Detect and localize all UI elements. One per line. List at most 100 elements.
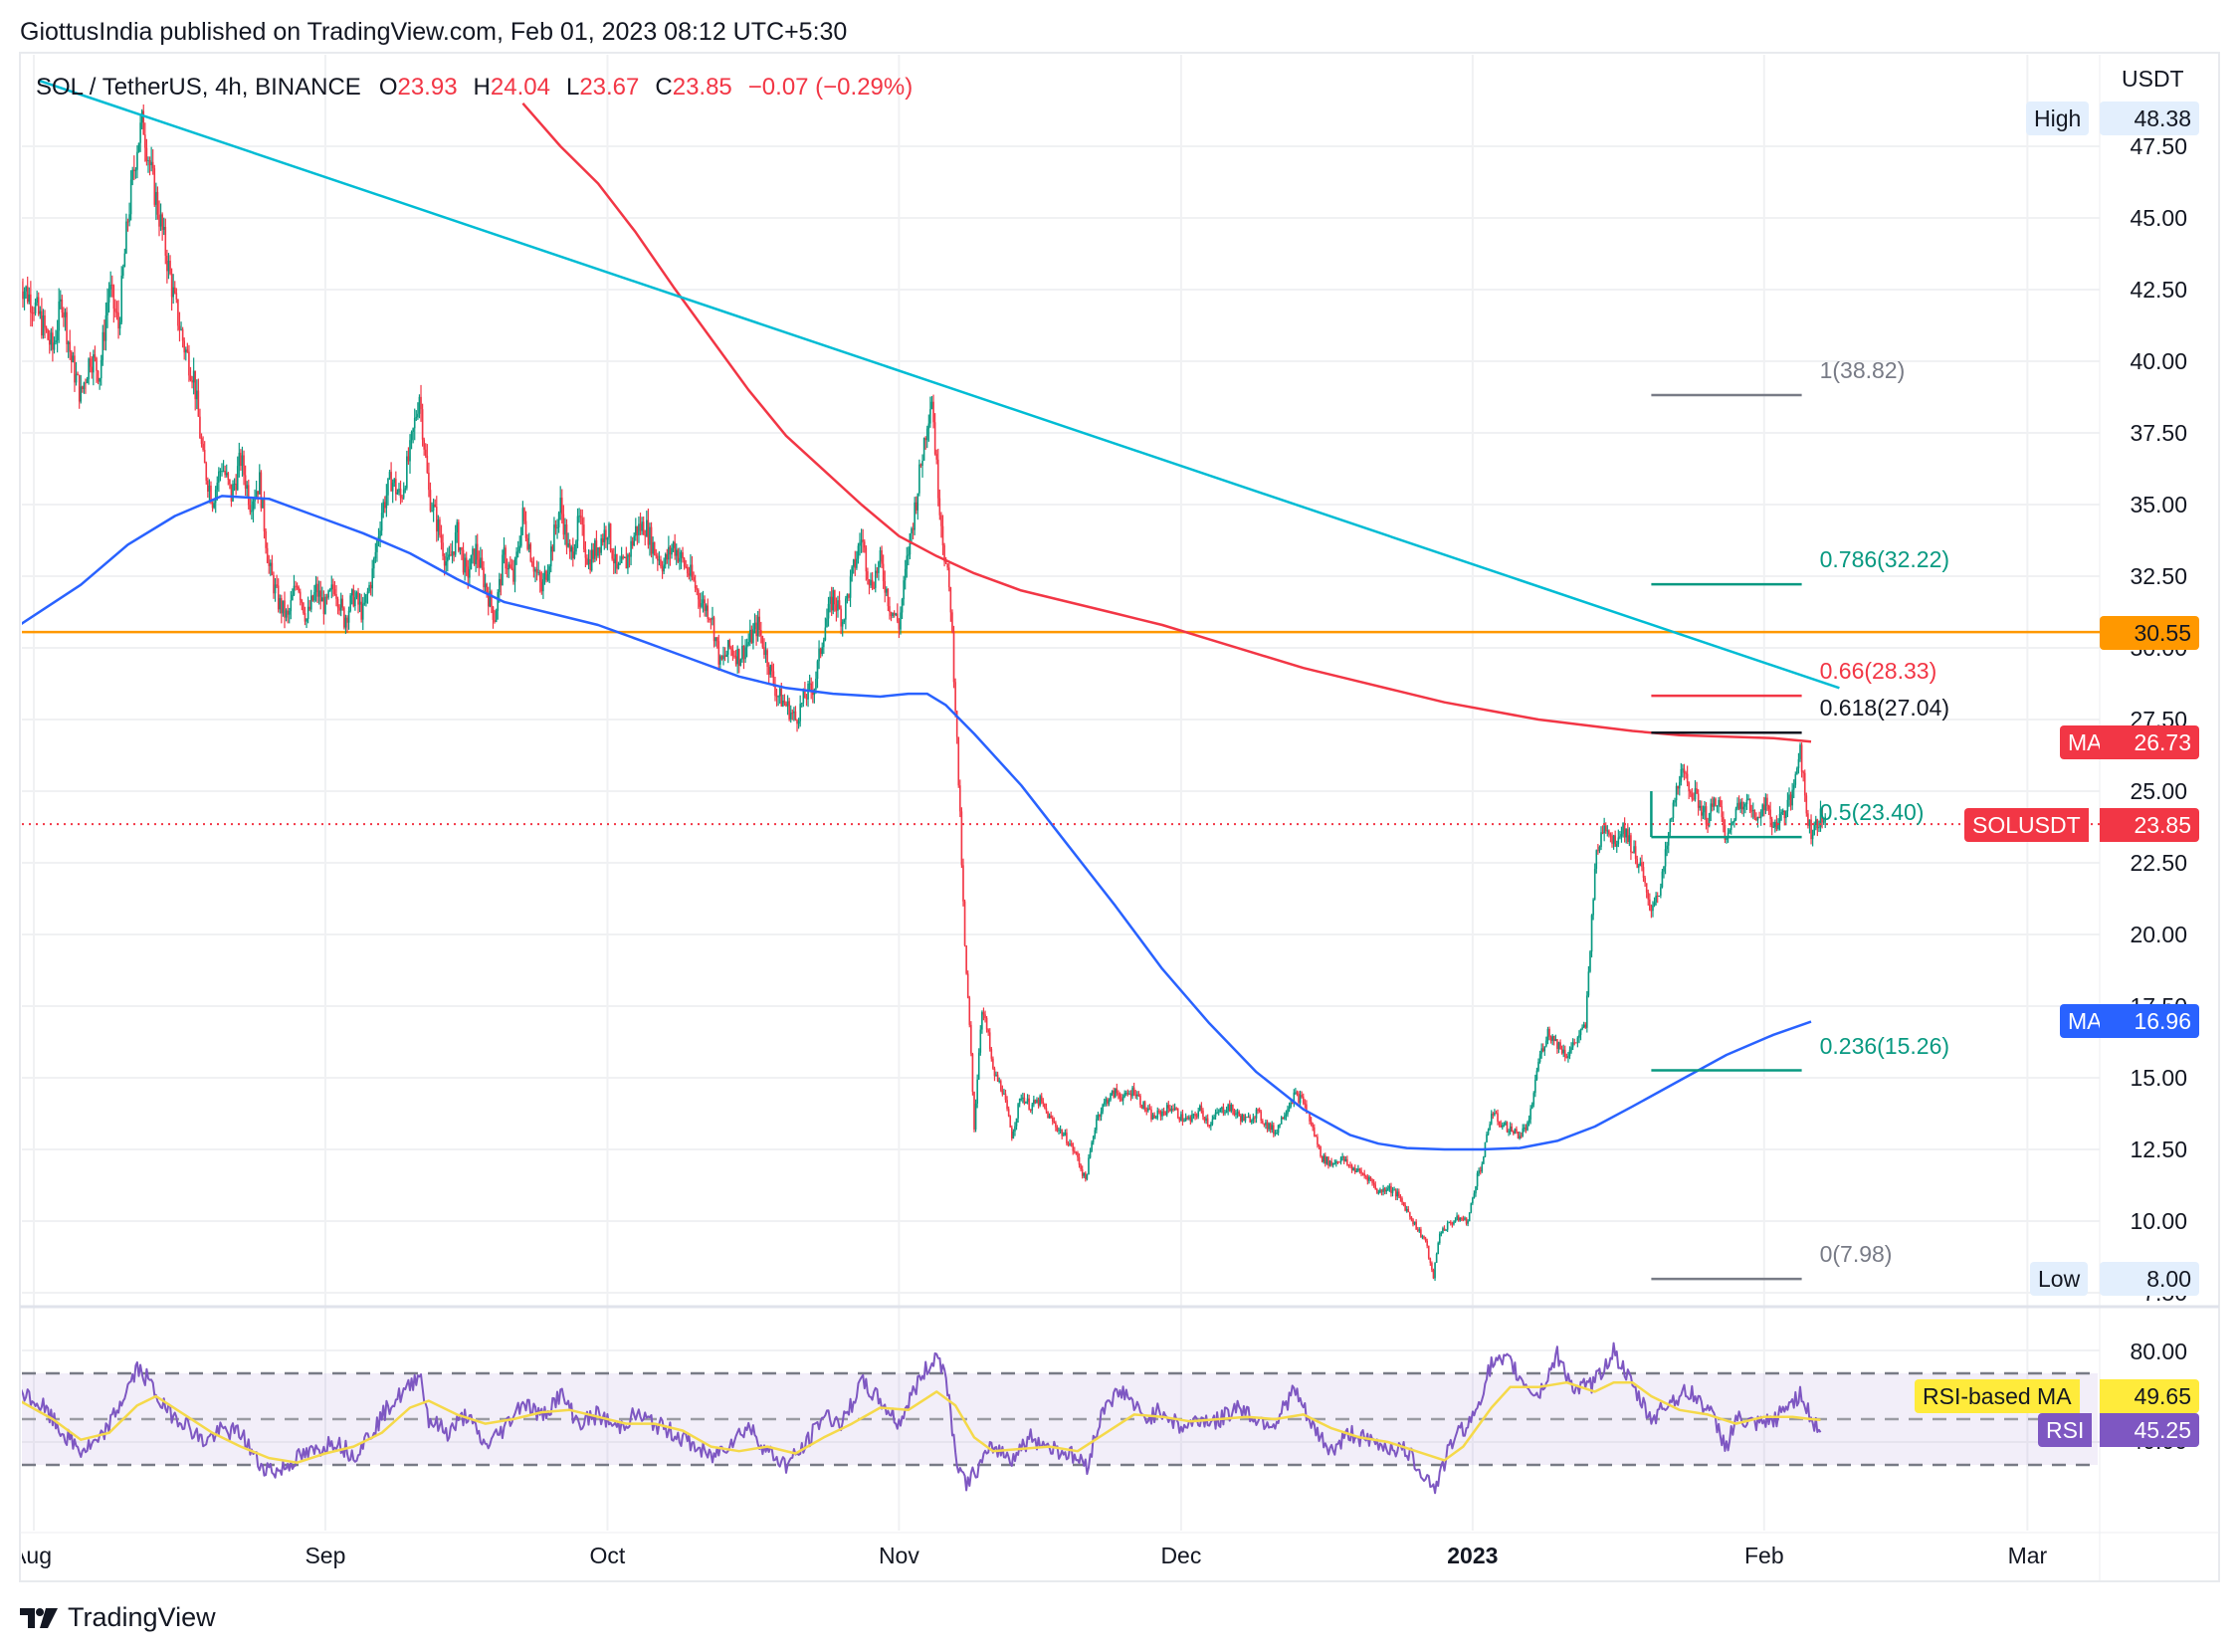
candle-body xyxy=(1721,806,1724,818)
candle-body xyxy=(1015,1118,1018,1127)
price-axis-tick: 10.00 xyxy=(2130,1208,2187,1234)
candle-body xyxy=(1202,1110,1204,1118)
candle-body xyxy=(1454,1219,1457,1222)
candle-body xyxy=(311,595,314,601)
candle-body xyxy=(1360,1170,1362,1174)
candle-body xyxy=(75,373,78,383)
candle-body xyxy=(1159,1111,1162,1117)
candle-body xyxy=(874,570,877,588)
candle-body xyxy=(1503,1125,1506,1127)
candle-body xyxy=(222,470,225,472)
candle-body xyxy=(145,147,148,161)
candle-body xyxy=(259,472,261,495)
candle-body xyxy=(1719,799,1722,807)
rsi-ma-line xyxy=(22,1380,1821,1464)
candle-body xyxy=(1468,1212,1471,1221)
symbol-title[interactable]: SOL / TetherUS, 4h, BINANCE xyxy=(36,74,361,101)
candle-body xyxy=(1257,1109,1259,1111)
candle-body xyxy=(1775,822,1778,829)
candle-body xyxy=(1140,1105,1143,1109)
candle-body xyxy=(1767,805,1770,810)
candle-body xyxy=(890,611,893,617)
candle-body xyxy=(1006,1100,1008,1110)
candle-body xyxy=(1203,1117,1206,1122)
candle-body xyxy=(1331,1163,1334,1165)
candle-body xyxy=(924,438,926,441)
candle-body xyxy=(987,1029,989,1033)
candle-body xyxy=(1508,1132,1510,1134)
candle-body xyxy=(1056,1127,1059,1132)
candle-body xyxy=(155,191,157,205)
candle-body xyxy=(1497,1113,1499,1123)
candle-body xyxy=(1301,1095,1303,1097)
candle-body xyxy=(1805,795,1808,814)
candle-body xyxy=(413,418,416,429)
candle-body xyxy=(322,597,325,614)
candle-body xyxy=(911,528,913,534)
candle-body xyxy=(1078,1156,1081,1165)
candle-body xyxy=(935,454,937,460)
candle-body xyxy=(1764,797,1767,811)
candle-body xyxy=(1007,1109,1010,1117)
candle-body xyxy=(1737,802,1740,809)
candle-body xyxy=(1339,1157,1342,1162)
candle-body xyxy=(1069,1143,1071,1145)
candle-body xyxy=(330,584,333,590)
candle-body xyxy=(1774,822,1776,827)
candle-body xyxy=(523,508,525,521)
candle-body xyxy=(865,547,868,572)
candle-body xyxy=(503,547,506,555)
candle-body xyxy=(1206,1118,1209,1126)
candle-body xyxy=(884,581,887,593)
candle-body xyxy=(447,557,449,562)
published-attribution: GiottusIndia published on TradingView.co… xyxy=(20,18,848,46)
ma-red-tag-value: 26.73 xyxy=(2100,725,2199,759)
candle-body xyxy=(1506,1122,1509,1133)
candle-body xyxy=(1567,1056,1569,1059)
candle-body xyxy=(638,523,640,535)
candle-body xyxy=(293,585,296,595)
candle-body xyxy=(886,588,888,593)
candle-body xyxy=(977,1052,980,1080)
candle-body xyxy=(611,550,613,559)
candle-body xyxy=(796,720,798,724)
candle-body xyxy=(683,558,686,567)
candle-body xyxy=(1004,1093,1007,1101)
candle-body xyxy=(1255,1109,1258,1119)
candle-body xyxy=(1475,1186,1477,1194)
candle-body xyxy=(1085,1172,1087,1179)
candle-body xyxy=(652,541,654,554)
candle-body xyxy=(85,382,87,384)
candle-body xyxy=(1298,1094,1300,1104)
candle-body xyxy=(445,561,448,566)
candle-body xyxy=(235,483,237,491)
price-axis-tick: 15.00 xyxy=(2130,1065,2187,1091)
candle-body xyxy=(1682,768,1684,770)
candle-body xyxy=(1527,1122,1528,1131)
candle-body xyxy=(966,973,969,998)
candle-body xyxy=(581,517,584,525)
candle-body xyxy=(976,1079,978,1104)
candle-body xyxy=(150,161,152,166)
candle-body xyxy=(506,568,509,570)
candle-body xyxy=(1148,1108,1151,1110)
candle-body xyxy=(1712,803,1714,807)
candle-body xyxy=(1169,1108,1171,1112)
candle-body xyxy=(186,349,189,352)
candle-body xyxy=(963,901,966,945)
candle-body xyxy=(797,721,800,724)
candle-body xyxy=(526,537,528,549)
candle-body xyxy=(1652,905,1654,912)
candle-body xyxy=(63,312,65,317)
candle-body xyxy=(1420,1229,1422,1237)
candle-body xyxy=(616,553,618,569)
candle-body xyxy=(494,619,496,623)
tradingview-logo[interactable]: TradingView xyxy=(20,1602,216,1633)
candle-body xyxy=(1568,1050,1571,1057)
candle-body xyxy=(691,564,694,577)
candle-body xyxy=(1645,883,1648,893)
low-label: L xyxy=(565,74,580,101)
candle-body xyxy=(565,524,568,547)
candle-body xyxy=(1650,910,1653,912)
